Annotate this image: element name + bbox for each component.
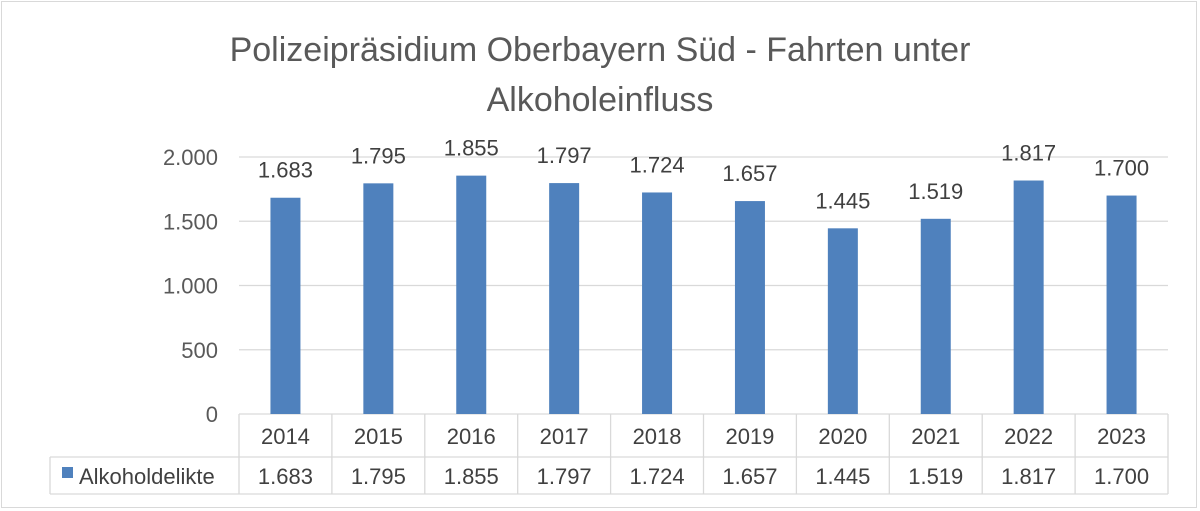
x-category-label: 2020 xyxy=(818,424,867,449)
x-category-label: 2015 xyxy=(354,424,403,449)
data-labels: 1.683 1.795 1.855 1.797 1.724 1.657 1.445 1.519… xyxy=(258,136,1149,214)
data-label: 1.657 xyxy=(722,161,777,186)
x-category-label: 2019 xyxy=(725,424,774,449)
data-label: 1.855 xyxy=(444,136,499,161)
data-label: 1.795 xyxy=(351,143,406,168)
bar xyxy=(827,228,858,414)
y-tick-label: 2.000 xyxy=(163,145,218,170)
y-tick-label: 1.500 xyxy=(163,209,218,234)
y-axis-ticks: 0 500 1.000 1.500 2.000 xyxy=(163,145,218,427)
legend-key xyxy=(62,467,73,478)
x-category-label: 2016 xyxy=(447,424,496,449)
bars xyxy=(270,175,1137,414)
legend-series-name: Alkoholdelikte xyxy=(79,464,215,489)
data-label: 1.445 xyxy=(815,188,870,213)
table-value-cell: 1.855 xyxy=(444,464,499,489)
table-value-cell: 1.519 xyxy=(908,464,963,489)
chart-title-line-2: Alkoholeinfluss xyxy=(487,81,714,119)
table-value-cell: 1.657 xyxy=(722,464,777,489)
x-category-label: 2021 xyxy=(911,424,960,449)
table-value-cell: 1.700 xyxy=(1094,464,1149,489)
x-category-label: 2017 xyxy=(540,424,589,449)
bar xyxy=(363,183,394,414)
bar xyxy=(270,197,301,414)
x-category-label: 2023 xyxy=(1097,424,1146,449)
table-value-cell: 1.797 xyxy=(537,464,592,489)
data-label: 1.724 xyxy=(630,152,685,177)
bar xyxy=(920,218,951,414)
data-label: 1.700 xyxy=(1094,156,1149,181)
table-value-cell: 1.683 xyxy=(258,464,313,489)
x-category-label: 2018 xyxy=(633,424,682,449)
gridlines xyxy=(239,156,1168,415)
chart-title-line-1: Polizeipräsidium Oberbayern Süd - Fahrte… xyxy=(230,31,971,69)
table-value-cell: 1.445 xyxy=(815,464,870,489)
y-tick-label: 500 xyxy=(181,338,218,363)
x-category-label: 2022 xyxy=(1004,424,1053,449)
bar xyxy=(1106,195,1137,414)
table-value-cell: 1.795 xyxy=(351,464,406,489)
bar xyxy=(734,201,765,414)
x-category-label: 2014 xyxy=(261,424,310,449)
data-label: 1.683 xyxy=(258,158,313,183)
bar xyxy=(456,175,487,414)
y-tick-label: 1.000 xyxy=(163,274,218,299)
data-label: 1.519 xyxy=(908,179,963,204)
y-tick-label: 0 xyxy=(206,402,218,427)
bar xyxy=(642,192,673,414)
bar xyxy=(1013,180,1044,414)
table-value-cell: 1.817 xyxy=(1001,464,1056,489)
data-label: 1.797 xyxy=(537,143,592,168)
bar xyxy=(549,183,580,414)
data-table: 2014 2015 2016 2017 2018 2019 2020 2021 2022 2023… xyxy=(49,414,1169,495)
table-value-cell: 1.724 xyxy=(630,464,685,489)
data-label: 1.817 xyxy=(1001,141,1056,166)
